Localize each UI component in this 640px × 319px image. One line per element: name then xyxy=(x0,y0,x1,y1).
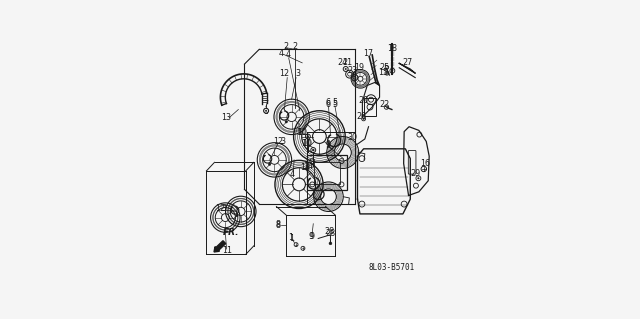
Text: 8: 8 xyxy=(276,220,281,229)
Circle shape xyxy=(363,118,364,120)
Text: 16: 16 xyxy=(420,159,430,167)
Text: 8: 8 xyxy=(276,221,281,230)
Text: 22: 22 xyxy=(379,100,389,109)
Text: 12: 12 xyxy=(279,70,289,78)
Text: FR.: FR. xyxy=(223,228,239,237)
FancyArrow shape xyxy=(214,241,226,252)
Text: 1: 1 xyxy=(288,233,293,242)
Circle shape xyxy=(266,110,267,111)
Text: 20: 20 xyxy=(358,96,369,105)
Text: 10: 10 xyxy=(297,128,307,137)
Text: 2: 2 xyxy=(292,42,298,51)
Text: 26: 26 xyxy=(356,112,366,122)
Text: 14: 14 xyxy=(303,162,313,171)
Text: 12: 12 xyxy=(215,204,225,213)
Circle shape xyxy=(268,163,271,166)
Text: 9: 9 xyxy=(326,141,331,150)
Text: 6: 6 xyxy=(325,98,330,107)
Text: 28: 28 xyxy=(325,229,335,238)
Text: 24: 24 xyxy=(337,58,348,67)
Text: 4: 4 xyxy=(279,48,284,57)
Text: 25: 25 xyxy=(379,63,389,72)
Text: 10: 10 xyxy=(296,128,306,137)
Text: 30: 30 xyxy=(347,132,357,142)
Circle shape xyxy=(285,121,287,123)
Text: 17: 17 xyxy=(364,48,374,57)
Text: 27: 27 xyxy=(402,58,412,67)
Text: 3: 3 xyxy=(280,137,285,146)
Text: 6: 6 xyxy=(326,100,330,109)
Text: 18: 18 xyxy=(387,44,397,53)
Circle shape xyxy=(418,178,419,179)
Text: 7: 7 xyxy=(264,100,269,109)
Text: 4: 4 xyxy=(285,50,291,59)
Text: 13: 13 xyxy=(221,113,231,122)
Text: 14: 14 xyxy=(300,163,310,172)
Text: 5: 5 xyxy=(332,100,337,109)
Text: 9: 9 xyxy=(310,232,315,241)
Text: 23: 23 xyxy=(348,66,358,75)
Text: 12: 12 xyxy=(273,137,283,146)
Text: 5: 5 xyxy=(332,98,337,107)
Circle shape xyxy=(329,242,332,245)
Text: 3: 3 xyxy=(222,204,227,213)
Text: 8L03-B5701: 8L03-B5701 xyxy=(369,263,415,272)
Text: 3: 3 xyxy=(295,70,300,78)
Text: 10: 10 xyxy=(301,139,312,148)
Text: 11: 11 xyxy=(222,246,232,255)
Text: 29: 29 xyxy=(411,169,421,178)
Circle shape xyxy=(307,136,309,137)
Text: 19: 19 xyxy=(355,63,365,72)
Text: 9: 9 xyxy=(308,232,314,241)
Circle shape xyxy=(236,214,238,217)
Circle shape xyxy=(345,68,346,70)
Circle shape xyxy=(312,149,314,151)
Text: 21: 21 xyxy=(342,58,352,67)
Text: 15: 15 xyxy=(378,68,388,77)
Text: 1: 1 xyxy=(289,234,294,243)
Text: 28: 28 xyxy=(324,226,334,236)
Text: 2: 2 xyxy=(283,42,288,51)
Text: 10: 10 xyxy=(302,139,312,148)
Text: 4: 4 xyxy=(290,170,295,179)
Text: 9: 9 xyxy=(325,140,331,149)
